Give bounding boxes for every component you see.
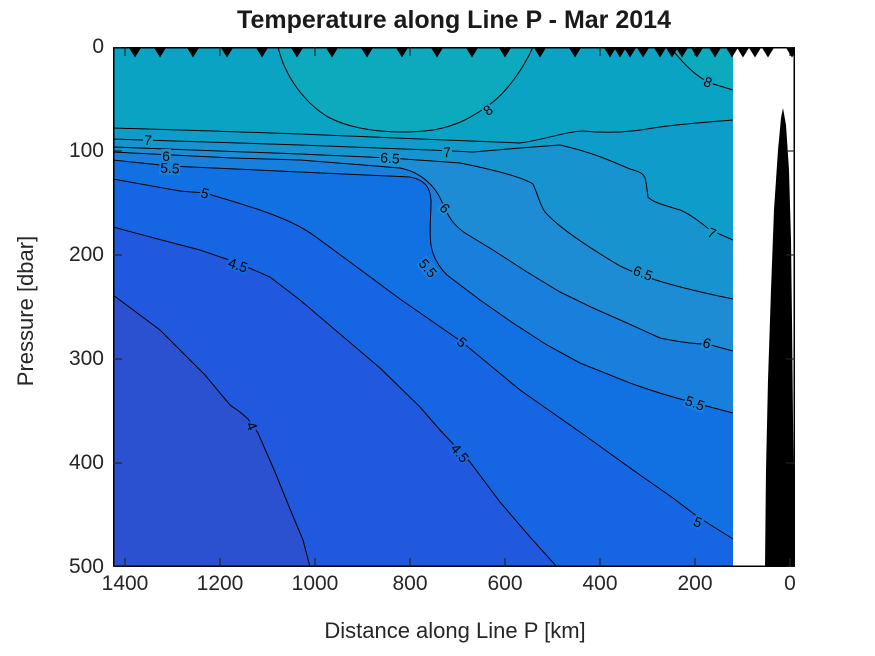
station-marker-icon: [691, 48, 703, 58]
station-marker-icon: [154, 48, 166, 58]
land-mask: [765, 108, 794, 567]
station-marker-icon: [221, 48, 233, 58]
contour-line-4.5: [113, 226, 558, 567]
station-marker-icon: [676, 48, 688, 58]
x-axis-label: Distance along Line P [km]: [324, 618, 586, 643]
chart-title: Temperature along Line P - Mar 2014: [237, 6, 671, 34]
x-tick-label: 600: [487, 572, 523, 595]
x-tick-label: 800: [392, 572, 428, 595]
y-tick-label: 100: [68, 139, 104, 162]
contour-line-4: [113, 294, 311, 567]
station-marker-icon: [709, 48, 721, 58]
station-marker-icon: [396, 48, 408, 58]
contour-label-7: 7: [142, 131, 154, 149]
x-tick-label: 400: [582, 572, 618, 595]
station-marker-icon: [326, 48, 338, 58]
contour-line-5: [113, 178, 734, 540]
x-tick-label: 1400: [101, 572, 149, 595]
station-marker-icon: [361, 48, 373, 58]
station-marker-icon: [534, 48, 546, 58]
contour-label-6.5: 6.5: [378, 149, 402, 167]
contour-line-7: [113, 138, 734, 241]
y-tick-label: 400: [68, 451, 104, 474]
axes-box: [113, 47, 795, 567]
station-marker-icon: [654, 48, 666, 58]
band-gt-8-nearshore: [670, 47, 733, 90]
station-marker-icon: [569, 48, 581, 58]
station-marker-icon: [762, 48, 774, 58]
station-marker-icon: [749, 48, 761, 58]
station-marker-icon: [431, 48, 443, 58]
y-tick-label: 200: [68, 243, 104, 266]
x-tick-label: 200: [677, 572, 713, 595]
band-gt-8-bowl: [278, 47, 533, 132]
station-marker-icon: [726, 48, 738, 58]
y-tick-label: 500: [68, 555, 104, 578]
station-marker-icon: [786, 48, 795, 58]
station-marker-icon: [737, 48, 749, 58]
y-tick-label: 300: [68, 347, 104, 370]
station-marker-icon: [499, 48, 511, 58]
station-marker-icon: [187, 48, 199, 58]
band-lt-4: [113, 295, 310, 567]
y-tick-label: 0: [92, 35, 104, 58]
contour-line-8: [277, 47, 534, 133]
station-marker-icon: [637, 48, 649, 58]
station-marker-icon: [604, 48, 616, 58]
station-marker-icon: [256, 48, 268, 58]
x-tick-label: 0: [784, 572, 796, 595]
x-tick-label: 1200: [196, 572, 244, 595]
x-tick-label: 1000: [291, 572, 339, 595]
contour-line-7.5: [113, 119, 734, 144]
contour-line-6: [113, 151, 734, 352]
y-axis-label: Pressure [dbar]: [13, 235, 38, 387]
station-marker-icon: [614, 48, 626, 58]
contour-label-7: 7: [441, 143, 453, 161]
station-marker-icon: [666, 48, 678, 58]
contour-label-5.5: 5.5: [158, 159, 182, 177]
station-marker-icon: [466, 48, 478, 58]
contour-plot-area: [113, 47, 795, 567]
contour-line-5.5: [113, 159, 734, 414]
contour-label-6: 6: [161, 148, 171, 164]
station-marker-icon: [291, 48, 303, 58]
station-marker-icon: [624, 48, 636, 58]
station-marker-icon: [129, 48, 141, 58]
